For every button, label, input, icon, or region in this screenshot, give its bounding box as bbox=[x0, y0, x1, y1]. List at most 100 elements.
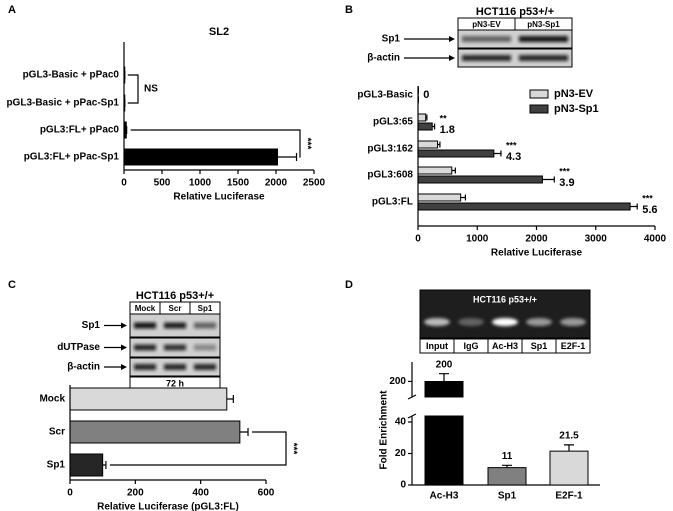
blot-title: HCT116 p53+/+ bbox=[136, 290, 214, 302]
panel-label: C bbox=[8, 279, 16, 291]
blot-band bbox=[164, 322, 186, 329]
error-bar bbox=[239, 428, 249, 436]
fold-change-label: 3.9 bbox=[559, 177, 574, 189]
gel-band bbox=[560, 318, 586, 326]
x-tick-label: 4000 bbox=[644, 234, 667, 245]
x-tick-label: 600 bbox=[258, 488, 275, 499]
error-bar bbox=[451, 167, 456, 174]
blot-band bbox=[462, 36, 511, 42]
y-tick-label: 20 bbox=[395, 448, 407, 459]
x-tick-label: E2F-1 bbox=[555, 491, 583, 502]
legend-swatch bbox=[529, 104, 549, 114]
x-axis-label: Relative Luciferase bbox=[491, 248, 583, 259]
arrow-head bbox=[121, 364, 127, 370]
fold-change-label: 5.6 bbox=[642, 204, 657, 216]
blot-band bbox=[194, 344, 216, 351]
bar bbox=[417, 140, 439, 149]
chart-title: SL2 bbox=[209, 26, 229, 38]
blot-band bbox=[194, 364, 216, 370]
blot-band bbox=[519, 36, 568, 42]
significance-label: *** bbox=[559, 166, 570, 176]
sig-bracket bbox=[130, 129, 301, 158]
panel-label: D bbox=[345, 279, 353, 291]
blot-band bbox=[194, 322, 216, 329]
error-bar bbox=[432, 123, 436, 130]
category-label: pGL3:608 bbox=[367, 170, 413, 181]
error-bar bbox=[460, 194, 466, 201]
gel bbox=[419, 289, 591, 339]
lane-label: pN3-Sp1 bbox=[527, 20, 560, 29]
ns-label: NS bbox=[144, 84, 158, 95]
lane-label: Scr bbox=[169, 304, 182, 313]
category-label: pGL3:65 bbox=[373, 117, 413, 128]
category-label: pGL3-Basic bbox=[357, 90, 413, 101]
blot-strip bbox=[457, 29, 573, 49]
error-bar bbox=[439, 373, 449, 382]
category-label: pGL3:162 bbox=[367, 144, 413, 155]
blot-band bbox=[164, 364, 186, 370]
arrow-head bbox=[449, 36, 455, 42]
sig-label: *** bbox=[301, 138, 312, 150]
error-bar bbox=[437, 141, 441, 148]
ns-bracket bbox=[127, 74, 139, 104]
x-tick-label: Sp1 bbox=[498, 491, 517, 502]
x-axis-label: Relative Luciferase bbox=[173, 192, 265, 203]
error-bar bbox=[493, 150, 502, 157]
category-label: pGL3:FL+ pPac0 bbox=[40, 125, 120, 136]
blot-row-label: β-actin bbox=[67, 362, 100, 373]
blot-band bbox=[134, 364, 156, 370]
x-tick-label: 0 bbox=[67, 488, 73, 499]
lane-label: Input bbox=[426, 341, 448, 351]
fold-change-label: 0 bbox=[423, 89, 429, 101]
bar bbox=[549, 450, 589, 486]
bar bbox=[417, 202, 631, 211]
bar bbox=[417, 149, 495, 158]
gel-band bbox=[526, 318, 552, 326]
gel-title: HCT116 p53+/+ bbox=[473, 294, 537, 304]
x-tick-label: 1000 bbox=[466, 234, 489, 245]
lane-label: Ac-H3 bbox=[492, 341, 518, 351]
blot-footer: 72 h bbox=[166, 378, 184, 388]
blot-band bbox=[134, 322, 156, 329]
sig-bracket bbox=[109, 431, 287, 466]
error-bar bbox=[425, 114, 428, 121]
x-tick-label: 0 bbox=[415, 234, 421, 245]
bar bbox=[69, 387, 228, 411]
value-label: 21.5 bbox=[559, 430, 579, 441]
bar bbox=[417, 175, 543, 184]
blot-band bbox=[462, 55, 511, 61]
fold-change-label: 4.3 bbox=[506, 151, 521, 163]
lane-label: Mock bbox=[135, 304, 156, 313]
error-bar bbox=[226, 395, 234, 403]
bar bbox=[417, 122, 433, 131]
gel-band bbox=[492, 318, 518, 326]
fold-change-label: 1.8 bbox=[440, 124, 455, 136]
category-label: pGL3:FL bbox=[372, 197, 413, 208]
axis-break bbox=[407, 413, 417, 419]
bar bbox=[417, 166, 453, 175]
x-tick-label: 1500 bbox=[227, 178, 250, 189]
blot-row-label: dUTPase bbox=[57, 342, 100, 353]
x-tick-label: 3000 bbox=[585, 234, 608, 245]
axis-break bbox=[407, 394, 417, 400]
y-tick-label: 0 bbox=[400, 480, 406, 491]
error-bar bbox=[564, 444, 574, 452]
gel-band bbox=[458, 318, 484, 326]
panel-label: B bbox=[345, 4, 353, 16]
blot-title: HCT116 p53+/+ bbox=[476, 6, 554, 18]
x-tick-label: 200 bbox=[127, 488, 144, 499]
category-label: pGL3-Basic + pPac-Sp1 bbox=[6, 98, 119, 109]
bar bbox=[424, 380, 464, 486]
x-tick-label: 400 bbox=[192, 488, 209, 499]
blot-strip bbox=[457, 48, 573, 68]
blot-row-label: β-actin bbox=[367, 53, 400, 64]
blot-band bbox=[164, 344, 186, 351]
bar bbox=[69, 420, 241, 444]
x-axis-label: Relative Luciferase (pGL3:FL) bbox=[97, 502, 239, 511]
bar bbox=[69, 453, 104, 477]
category-label: Sp1 bbox=[47, 460, 66, 471]
legend-label: pN3-EV bbox=[554, 88, 594, 100]
category-label: Mock bbox=[39, 394, 65, 405]
x-tick-label: 500 bbox=[154, 178, 171, 189]
